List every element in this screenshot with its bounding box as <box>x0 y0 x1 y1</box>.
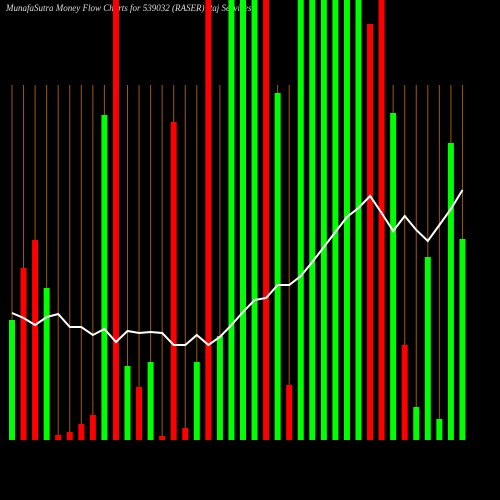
bar <box>9 320 15 440</box>
bar <box>343 0 350 440</box>
bar <box>251 0 258 440</box>
bar <box>309 0 316 440</box>
bar <box>367 24 374 440</box>
bar <box>32 240 39 440</box>
bar <box>182 428 189 440</box>
money-flow-line <box>11 189 464 347</box>
bar <box>66 432 73 440</box>
bar <box>424 257 431 440</box>
bar <box>263 0 270 440</box>
chart-title: MunafaSutra Money Flow Charts for 539032… <box>5 3 252 13</box>
bar <box>390 113 397 440</box>
bar <box>297 0 304 440</box>
bar <box>378 0 385 440</box>
bar <box>436 419 443 440</box>
bar <box>147 362 154 440</box>
bar <box>20 268 27 440</box>
bar <box>136 387 143 440</box>
bar <box>89 415 96 440</box>
bar <box>78 424 85 440</box>
bar <box>228 0 235 440</box>
bar <box>286 385 293 440</box>
bar <box>459 239 466 440</box>
bar <box>216 336 223 440</box>
bar <box>159 436 166 440</box>
bar <box>55 435 62 440</box>
bar <box>43 288 50 440</box>
bar <box>205 0 212 440</box>
bar <box>332 0 339 440</box>
bar <box>401 345 408 440</box>
bar <box>193 362 200 440</box>
bar <box>355 0 362 440</box>
bar <box>320 0 327 440</box>
bar <box>101 115 108 440</box>
bar <box>170 122 177 440</box>
bar <box>413 407 420 440</box>
bar <box>447 143 454 440</box>
bar <box>240 0 246 440</box>
bar <box>124 366 131 440</box>
bar <box>274 93 281 440</box>
bar <box>112 0 119 440</box>
